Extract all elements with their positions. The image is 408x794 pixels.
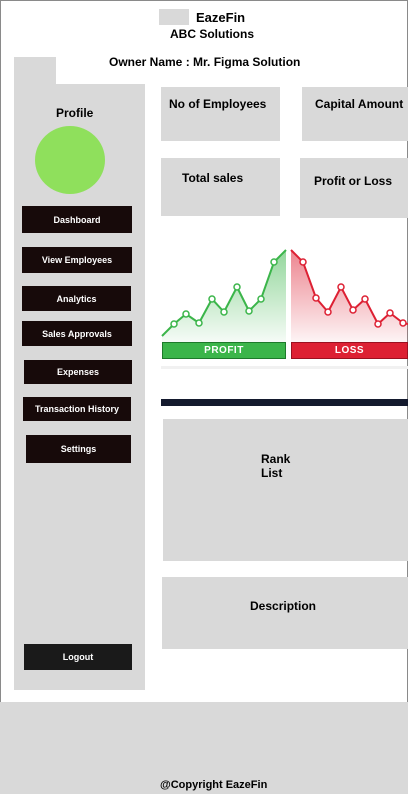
- capital-card-label: Capital Amount: [315, 97, 404, 111]
- profit-point: [170, 320, 178, 328]
- profit-point: [257, 295, 265, 303]
- profit-point: [220, 308, 228, 316]
- footer: [0, 702, 408, 794]
- description-label: Description: [250, 599, 317, 613]
- description-card[interactable]: Description: [162, 577, 408, 649]
- loss-point: [324, 308, 332, 316]
- sales-card[interactable]: Total sales: [161, 158, 280, 216]
- loss-banner: LOSS: [291, 342, 408, 359]
- loss-point: [349, 306, 357, 314]
- graphic-divider: [161, 366, 408, 369]
- loss-point: [386, 309, 394, 317]
- dashboard-button[interactable]: Dashboard: [22, 206, 132, 233]
- sales-approvals-button[interactable]: Sales Approvals: [22, 321, 132, 346]
- employees-card[interactable]: No of Employees: [161, 87, 280, 141]
- transaction-history-button[interactable]: Transaction History: [23, 397, 131, 421]
- profit-banner: PROFIT: [162, 342, 286, 359]
- logout-button[interactable]: Logout: [24, 644, 132, 670]
- company-name: ABC Solutions: [170, 27, 254, 41]
- profit-point: [182, 310, 190, 318]
- rank-list-label-line1: Rank: [261, 452, 291, 466]
- loss-point: [361, 295, 369, 303]
- analytics-button[interactable]: Analytics: [22, 286, 131, 311]
- profit-area: [162, 250, 286, 342]
- profit-loss-graphic: [161, 249, 408, 342]
- loss-area: [291, 250, 408, 342]
- profit-loss-card[interactable]: Profit or Loss: [300, 158, 408, 218]
- profit-loss-card-label: Profit or Loss: [314, 174, 393, 188]
- copyright-text: @Copyright EazeFin: [160, 779, 268, 791]
- profit-point: [233, 283, 241, 291]
- profit-point: [208, 295, 216, 303]
- loss-point: [299, 258, 307, 266]
- loss-point: [399, 319, 407, 327]
- avatar[interactable]: [35, 126, 105, 194]
- employees-card-label: No of Employees: [169, 97, 267, 111]
- app-title: EazeFin: [196, 10, 246, 25]
- expenses-button[interactable]: Expenses: [24, 360, 132, 384]
- dark-strip: [161, 399, 408, 406]
- view-employees-button[interactable]: View Employees: [22, 247, 132, 273]
- rank-list-label-line2: List: [261, 466, 283, 480]
- profit-point: [195, 319, 203, 327]
- sales-card-label: Total sales: [182, 171, 244, 185]
- capital-card[interactable]: Capital Amount: [302, 87, 408, 141]
- profit-point: [270, 258, 278, 266]
- rank-list-card[interactable]: Rank List: [163, 419, 408, 561]
- loss-point: [374, 320, 382, 328]
- loss-point: [312, 294, 320, 302]
- settings-button[interactable]: Settings: [26, 435, 131, 463]
- loss-point: [337, 283, 345, 291]
- logo-placeholder: [159, 9, 189, 25]
- profile-label: Profile: [56, 106, 94, 120]
- profit-point: [245, 307, 253, 315]
- sidebar-tab: [14, 57, 56, 87]
- owner-name: Owner Name : Mr. Figma Solution: [109, 55, 301, 69]
